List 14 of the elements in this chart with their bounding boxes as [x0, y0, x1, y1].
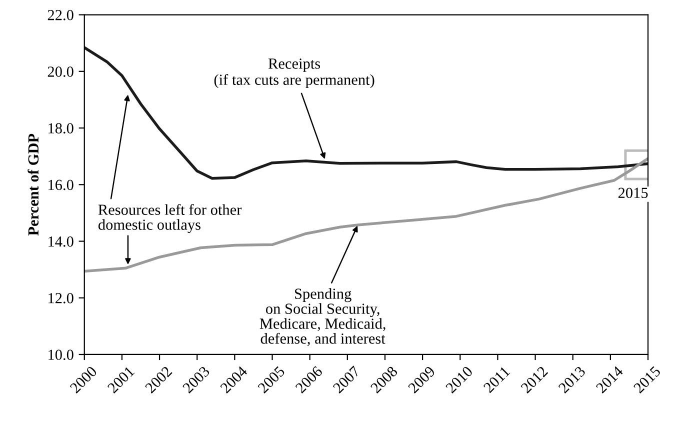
y-tick-label: 18.0	[48, 123, 74, 134]
line-series	[84, 46, 648, 180]
y-axis-title: Percent of GDP	[28, 134, 39, 236]
annotation: Receipts (if tax cuts are permanent)	[214, 58, 374, 88]
y-tick-label: 12.0	[48, 293, 74, 304]
y-tick-label: 10.0	[48, 350, 74, 360]
y-tick-label: 14.0	[48, 236, 74, 247]
y-tick-label: 22.0	[48, 10, 74, 20]
annotation: 2015	[618, 188, 648, 198]
x-tick-label: 2011	[482, 366, 510, 394]
y-tick-label: 20.0	[48, 66, 74, 77]
y-tick-label: 16.0	[48, 180, 74, 190]
annotation: Resources left for other domestic outlays	[98, 204, 242, 234]
annotation: Spending on Social Security, Medicare, Medicaid, defense, and interest	[260, 288, 386, 346]
